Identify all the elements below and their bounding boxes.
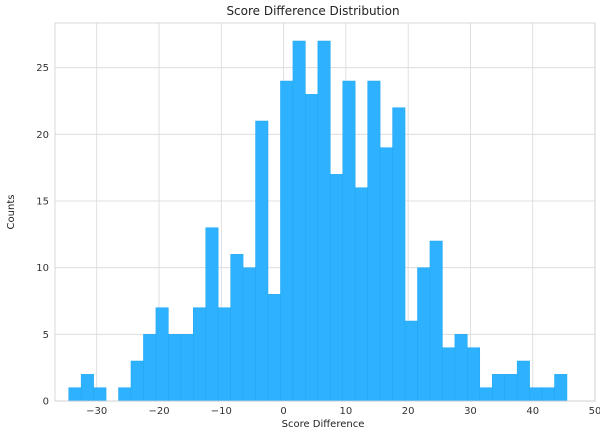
x-tick-label: 0 (280, 406, 286, 417)
chart-title: Score Difference Distribution (226, 4, 399, 18)
x-tick-label: 10 (339, 406, 352, 417)
y-axis-label: Counts (6, 195, 17, 230)
histogram-bar (230, 254, 244, 402)
histogram-bar (305, 94, 319, 402)
x-tick-label: 50 (589, 406, 600, 417)
histogram-bar (429, 240, 443, 402)
y-tick-label: 10 (36, 263, 49, 274)
histogram-bar (242, 267, 256, 402)
y-tick-label: 20 (36, 130, 49, 141)
histogram-bar (504, 374, 518, 402)
histogram-bar (442, 347, 456, 402)
histogram-bar (379, 147, 393, 402)
histogram-bar (342, 80, 356, 402)
histogram-bar (193, 307, 206, 402)
histogram-bar (317, 40, 331, 402)
histogram-bar (354, 187, 368, 402)
x-tick-label: −10 (211, 406, 232, 417)
histogram-bar (255, 120, 269, 402)
x-axis-ticks: −30 −20 −10 0 10 20 30 40 50 (86, 406, 600, 417)
plot-frame (54, 22, 596, 402)
bars (68, 40, 568, 402)
histogram-bar (80, 374, 94, 402)
histogram-bar (130, 360, 144, 402)
histogram-bar (554, 374, 568, 402)
histogram-bar (292, 40, 306, 402)
histogram-bar (417, 267, 431, 402)
histogram-bar (180, 334, 194, 402)
histogram-bar (168, 334, 182, 402)
histogram-bar (217, 307, 231, 402)
histogram-bar (205, 227, 219, 402)
histogram-bar (143, 334, 157, 402)
histogram-bar (529, 387, 543, 402)
histogram-bar (541, 387, 555, 402)
histogram-bar (367, 80, 381, 402)
histogram-bar (155, 307, 169, 402)
y-tick-label: 5 (43, 330, 49, 341)
x-tick-label: 20 (402, 406, 415, 417)
x-axis-label: Score Difference (282, 419, 365, 430)
histogram-bar (267, 294, 281, 402)
y-tick-label: 25 (36, 63, 49, 74)
histogram-bar (68, 387, 82, 402)
y-tick-label: 15 (36, 197, 49, 208)
histogram-bar (93, 387, 107, 402)
y-axis-ticks: 0 5 10 15 20 25 (36, 63, 49, 407)
histogram-bar (118, 387, 132, 402)
histogram-bar (404, 320, 418, 402)
histogram-bar (454, 334, 468, 402)
x-tick-label: 40 (526, 406, 539, 417)
histogram-bar (479, 387, 493, 402)
x-tick-label: −20 (148, 406, 169, 417)
histogram-bar (467, 347, 481, 402)
histogram-bar (516, 360, 530, 402)
x-tick-label: −30 (86, 406, 107, 417)
histogram-bar (392, 107, 406, 402)
x-tick-label: 30 (464, 406, 477, 417)
y-tick-label: 0 (43, 397, 49, 408)
histogram-bar (280, 80, 294, 402)
histogram-bar (491, 374, 505, 402)
histogram-bar (330, 174, 344, 402)
